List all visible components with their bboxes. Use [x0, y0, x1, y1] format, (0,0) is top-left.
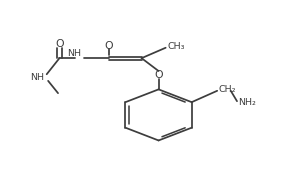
Text: O: O	[105, 41, 113, 51]
Text: CH₂: CH₂	[219, 85, 236, 94]
Text: O: O	[55, 39, 64, 49]
Text: O: O	[154, 70, 163, 80]
Text: NH: NH	[67, 50, 81, 59]
Text: NH₂: NH₂	[239, 98, 256, 107]
Text: NH: NH	[30, 73, 44, 82]
Text: CH₃: CH₃	[167, 42, 184, 51]
